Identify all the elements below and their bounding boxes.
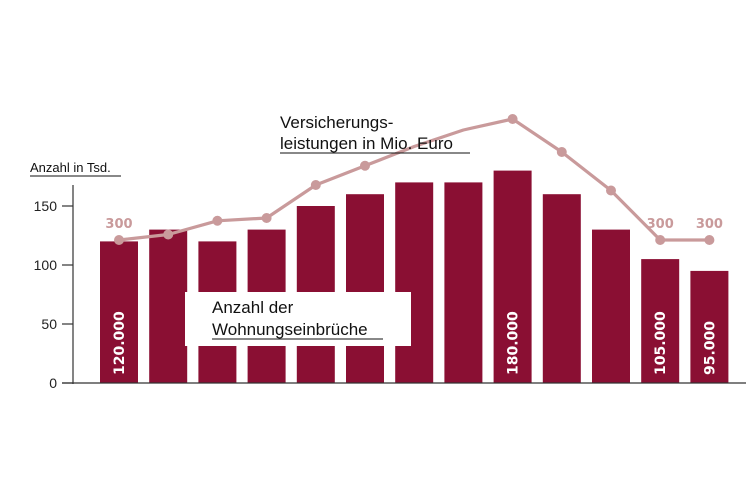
bar-2: [149, 229, 188, 383]
bar-13: [690, 270, 729, 383]
line-annotation-box: [270, 108, 480, 160]
line-point-1: [114, 235, 124, 245]
line-data-label-1: 300: [105, 217, 132, 232]
bar-1: [100, 241, 138, 383]
y-tick-group: 0 50 100 150: [34, 198, 73, 391]
y-tick-label-50: 50: [41, 316, 57, 332]
axes: [62, 185, 746, 384]
line-point-9: [507, 114, 518, 124]
bar-7: [395, 182, 434, 383]
line-point-13: [704, 235, 715, 245]
line-point-10: [556, 147, 567, 157]
bar-annotation-line-2: Wohnungseinbrüche: [212, 320, 368, 339]
line-point-12: [655, 235, 666, 245]
bar-annotation-box: [185, 292, 411, 346]
bar-data-label-9: 180.000: [506, 311, 522, 375]
line-annotation-line-2: leistungen in Mio. Euro: [280, 134, 453, 153]
line-point-2: [163, 229, 174, 240]
bar-annotation-line-1: Anzahl der: [212, 298, 294, 317]
y-axis-title: Anzahl in Tsd.: [30, 160, 111, 175]
bar-6: [346, 194, 384, 383]
line-data-label-13: 300: [696, 217, 723, 232]
line-group: 300 300 300: [105, 114, 723, 245]
y-tick-label-100: 100: [34, 257, 58, 273]
line-point-4: [261, 213, 272, 223]
bar-11: [592, 229, 630, 383]
bar-8: [444, 182, 483, 383]
line-point-11: [606, 185, 616, 196]
line-point-6: [360, 160, 370, 171]
bar-9: [493, 170, 532, 383]
bar-10: [542, 194, 581, 383]
y-tick-label-0: 0: [49, 375, 57, 391]
bar-data-label-12: 105.000: [653, 311, 669, 375]
line-data-label-12: 300: [647, 217, 674, 232]
line-point-5: [310, 180, 321, 190]
bar-group: [100, 170, 729, 383]
line-point-3: [212, 215, 223, 226]
y-tick-label-150: 150: [34, 198, 58, 214]
bar-12: [641, 259, 680, 383]
bar-data-label-13: 95.000: [702, 321, 718, 375]
bar-label-group: 120.000 180.000 105.000 95.000: [112, 311, 718, 375]
line-annotation-line-1: Versicherungs-: [280, 113, 393, 132]
bar-data-label-1: 120.000: [112, 311, 128, 375]
